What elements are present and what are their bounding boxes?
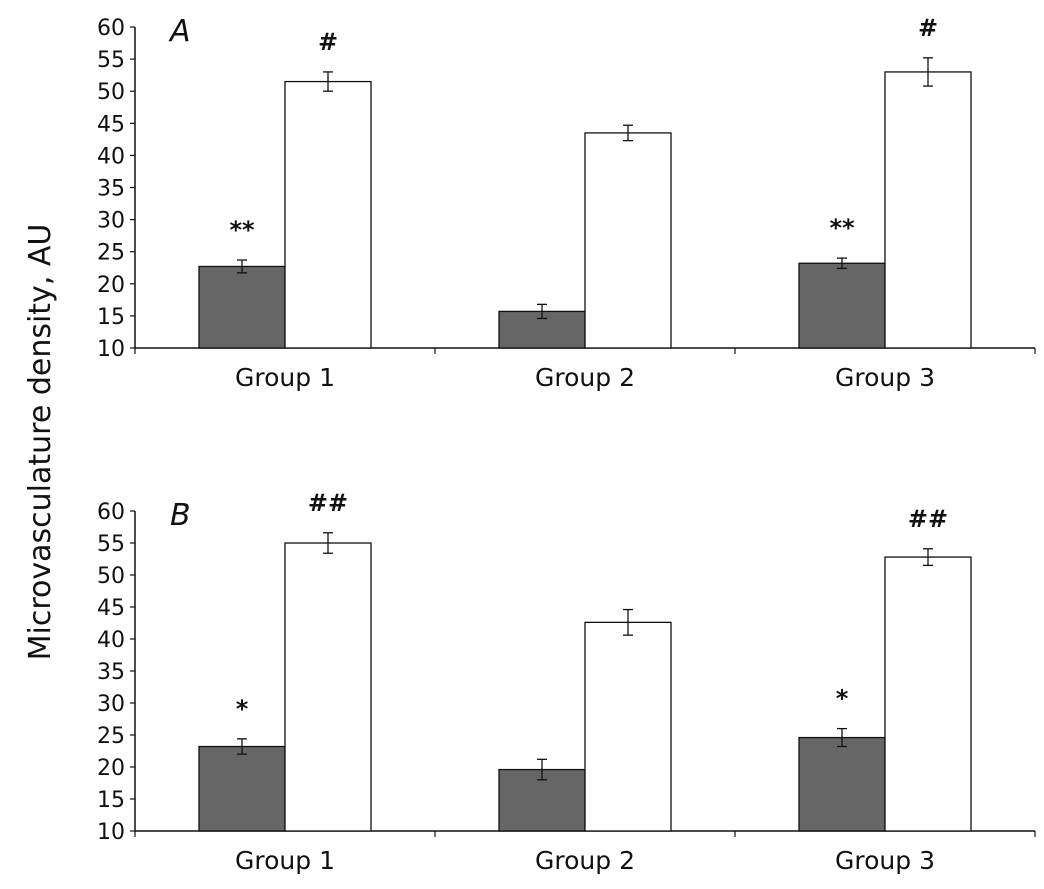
y-tick-label: 45 (97, 596, 125, 621)
significance-marker: ## (908, 505, 948, 533)
y-tick-label: 10 (97, 337, 125, 362)
y-tick-label: 15 (97, 305, 125, 330)
y-tick-label: 20 (97, 273, 125, 298)
bar-white (584, 132, 672, 349)
y-tick-label: 60 (97, 16, 125, 41)
bar-dark (198, 745, 286, 832)
x-tick-label: Group 3 (835, 846, 935, 875)
y-tick-label: 25 (97, 724, 125, 749)
bar-white (284, 542, 372, 832)
y-tick-label: 50 (97, 80, 125, 105)
significance-marker: # (918, 14, 938, 42)
y-tick-label: 55 (97, 532, 125, 557)
significance-marker: # (318, 28, 338, 56)
significance-marker: * (836, 685, 849, 713)
panel-b: 10 15 20 25 30 35 40 45 50 55 60 B Group 1 * ## Group 2… (97, 489, 1036, 875)
x-tick-label: Group 2 (535, 363, 635, 392)
y-tick-label: 50 (97, 564, 125, 589)
bar-white (284, 80, 372, 349)
y-axis-label: Microvasculature density, AU (23, 224, 58, 661)
y-tick-label: 25 (97, 241, 125, 266)
y-tick-label: 30 (97, 692, 125, 717)
y-tick-label: 20 (97, 756, 125, 781)
significance-marker: * (236, 695, 249, 723)
bar-white (584, 621, 672, 832)
x-tick-label: Group 1 (235, 363, 335, 392)
y-tick-label: 45 (97, 112, 125, 137)
y-tick-label: 40 (97, 144, 125, 169)
y-tick-label: 55 (97, 48, 125, 73)
x-tick-label: Group 3 (835, 363, 935, 392)
y-tick-label: 30 (97, 209, 125, 234)
y-tick-label: 15 (97, 788, 125, 813)
bar-white (884, 71, 972, 349)
panel-label: B (170, 498, 191, 533)
bar-dark (798, 736, 886, 832)
significance-marker: ## (308, 489, 348, 517)
x-tick-label: Group 1 (235, 846, 335, 875)
significance-marker: ** (229, 216, 255, 244)
y-tick-label: 35 (97, 177, 125, 202)
y-tick-label: 10 (97, 820, 125, 845)
x-tick-label: Group 2 (535, 846, 635, 875)
panel-label: A (168, 14, 191, 49)
y-tick-label: 60 (97, 500, 125, 525)
y-tick-label: 40 (97, 628, 125, 653)
panel-a: 10 15 20 25 30 35 40 45 50 55 60 A Group 1 ** # Group 2… (97, 14, 1036, 392)
bar-dark (798, 262, 886, 349)
y-tick-label: 35 (97, 660, 125, 685)
bar-white (884, 556, 972, 832)
bar-dark (198, 265, 286, 349)
significance-marker: ** (829, 214, 855, 242)
